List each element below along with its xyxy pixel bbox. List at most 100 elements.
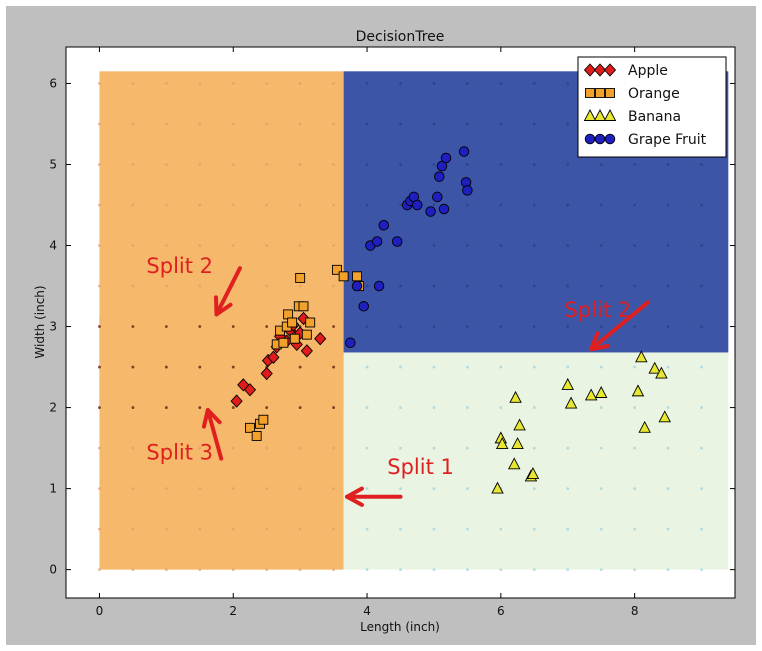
mesh-dot bbox=[164, 325, 168, 328]
mesh-dot bbox=[532, 203, 536, 207]
banana-point bbox=[635, 350, 648, 363]
mesh-dot bbox=[432, 406, 436, 409]
grape-fruit-point bbox=[434, 171, 445, 182]
legend-label: Orange bbox=[628, 86, 680, 102]
mesh-dot bbox=[131, 406, 135, 409]
mesh-dot bbox=[532, 487, 536, 491]
mesh-dot bbox=[666, 568, 670, 572]
region-banana bbox=[343, 352, 729, 570]
mesh-dot bbox=[198, 568, 202, 572]
mesh-dot bbox=[98, 163, 101, 166]
x-tick-label: 8 bbox=[631, 604, 639, 618]
mesh-dot bbox=[332, 82, 335, 85]
mesh-dot bbox=[499, 244, 503, 247]
mesh-dot bbox=[365, 487, 369, 491]
mesh-dot bbox=[700, 325, 703, 328]
mesh-dot bbox=[700, 446, 703, 450]
mesh-dot bbox=[566, 487, 570, 491]
mesh-dot bbox=[633, 325, 637, 328]
mesh-dot bbox=[265, 82, 269, 85]
mesh-dot bbox=[700, 244, 703, 247]
mesh-dot bbox=[432, 527, 436, 531]
banana-point bbox=[584, 388, 598, 401]
banana-point bbox=[658, 410, 671, 423]
y-tick-label: 5 bbox=[49, 157, 57, 171]
x-tick-label: 4 bbox=[363, 604, 371, 618]
mesh-dot bbox=[298, 203, 302, 207]
grape-fruit-point bbox=[462, 185, 473, 196]
orange-point bbox=[301, 329, 312, 340]
mesh-dot bbox=[700, 365, 703, 369]
mesh-dot bbox=[633, 446, 637, 450]
banana-point bbox=[513, 418, 526, 431]
mesh-dot bbox=[432, 568, 436, 572]
y-axis-label: Width (inch) bbox=[33, 285, 47, 358]
mesh-dot bbox=[198, 527, 202, 531]
mesh-dot bbox=[332, 163, 335, 166]
x-tick-label: 6 bbox=[497, 604, 505, 618]
mesh-dot bbox=[365, 82, 369, 85]
orange-point bbox=[331, 264, 342, 275]
mesh-dot bbox=[332, 203, 335, 207]
mesh-dot bbox=[432, 446, 436, 450]
legend-entry-banana: Banana bbox=[583, 109, 681, 125]
mesh-dot bbox=[700, 487, 703, 491]
legend-marker bbox=[585, 88, 595, 98]
x-tick-label: 2 bbox=[229, 604, 237, 618]
mesh-dot bbox=[666, 446, 670, 450]
mesh-dot bbox=[298, 122, 302, 126]
mesh-dot bbox=[131, 244, 135, 247]
mesh-dot bbox=[265, 122, 269, 126]
y-tick-label: 6 bbox=[49, 76, 57, 90]
grape-fruit-point bbox=[358, 301, 369, 312]
mesh-dot bbox=[265, 446, 269, 450]
mesh-dot bbox=[265, 163, 269, 166]
mesh-dot bbox=[399, 163, 402, 166]
mesh-dot bbox=[700, 406, 703, 409]
mesh-dot bbox=[399, 365, 402, 369]
mesh-dot bbox=[164, 527, 168, 531]
legend-label: Grape Fruit bbox=[628, 132, 707, 148]
mesh-dot bbox=[365, 325, 369, 328]
mesh-dot bbox=[164, 284, 168, 288]
mesh-dot bbox=[566, 244, 570, 247]
orange-point bbox=[283, 309, 294, 320]
mesh-dot bbox=[164, 82, 168, 85]
apple-point bbox=[300, 344, 313, 358]
mesh-dot bbox=[599, 406, 603, 409]
annotation-arrow bbox=[214, 266, 242, 317]
mesh-dot bbox=[432, 487, 436, 491]
mesh-dot bbox=[365, 284, 369, 288]
mesh-dot bbox=[365, 203, 369, 207]
mesh-dot bbox=[599, 487, 603, 491]
mesh-dot bbox=[265, 406, 269, 409]
mesh-dot bbox=[666, 284, 670, 288]
grape-fruit-point bbox=[351, 280, 363, 292]
mesh-dot bbox=[399, 122, 402, 126]
mesh-dot bbox=[566, 365, 570, 369]
mesh-dot bbox=[532, 365, 536, 369]
mesh-dot bbox=[164, 244, 168, 247]
mesh-dot bbox=[466, 487, 469, 491]
orange-point bbox=[245, 422, 255, 433]
banana-point bbox=[561, 377, 574, 390]
mesh-dot bbox=[231, 203, 235, 207]
mesh-dot bbox=[298, 568, 302, 572]
mesh-dot bbox=[432, 82, 436, 85]
mesh-dot bbox=[332, 284, 335, 288]
mesh-dot bbox=[131, 325, 135, 328]
mesh-dot bbox=[466, 406, 469, 409]
banana-point bbox=[631, 384, 645, 397]
mesh-dot bbox=[633, 284, 637, 288]
mesh-dot bbox=[532, 527, 536, 531]
mesh-dot bbox=[198, 406, 202, 409]
mesh-dot bbox=[666, 527, 670, 531]
mesh-dot bbox=[532, 163, 536, 166]
apple-point bbox=[243, 383, 257, 397]
chart-title: DecisionTree bbox=[356, 29, 445, 45]
mesh-dot bbox=[599, 446, 603, 450]
y-tick-label: 2 bbox=[49, 401, 57, 415]
mesh-dot bbox=[365, 163, 369, 166]
legend-marker bbox=[605, 88, 615, 98]
legend-marker bbox=[583, 63, 597, 77]
